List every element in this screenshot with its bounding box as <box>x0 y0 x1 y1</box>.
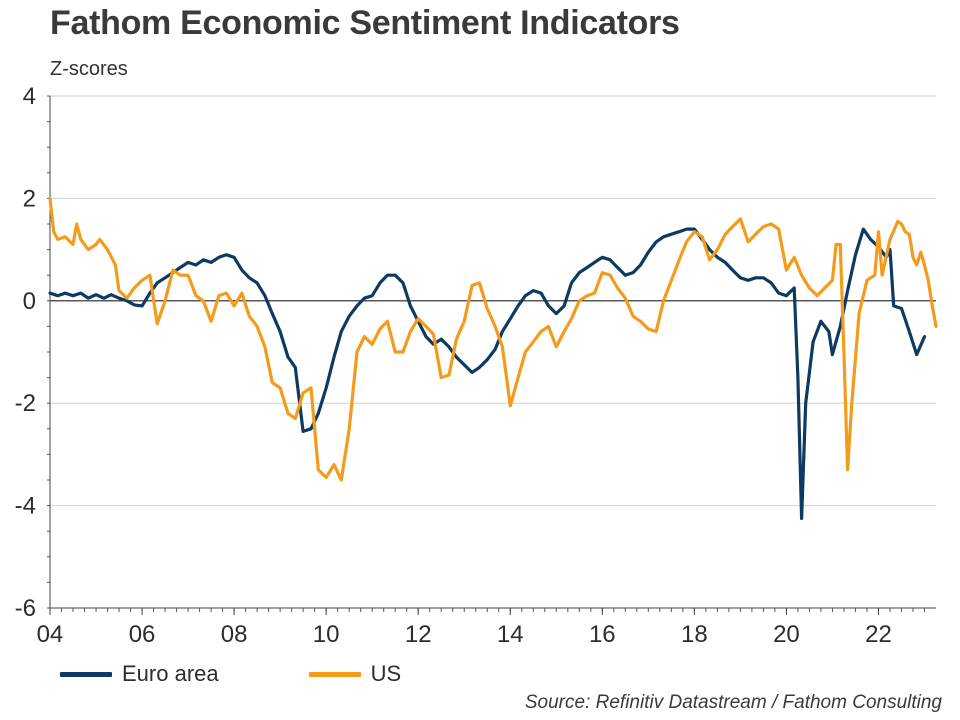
legend-item-euro-area: Euro area <box>60 661 219 687</box>
x-tick-label-14: 14 <box>497 621 524 648</box>
legend-swatch-us <box>308 671 361 677</box>
y-tick-label-2: 2 <box>23 185 36 212</box>
x-tick-label-16: 16 <box>589 621 616 648</box>
chart-subtitle: Z-scores <box>50 58 128 80</box>
source-note: Source: Refinitiv Datastream / Fathom Co… <box>524 692 942 713</box>
y-tick-label-0: 0 <box>23 288 36 315</box>
legend-item-us: US <box>308 661 402 687</box>
x-tick-label-22: 22 <box>865 621 892 648</box>
x-tick-label-12: 12 <box>405 621 432 648</box>
series-line-euro-area <box>48 227 927 520</box>
x-tick-label-20: 20 <box>773 621 800 648</box>
x-tick-label-18: 18 <box>681 621 708 648</box>
x-tick-label-04: 04 <box>37 621 64 648</box>
legend: Euro area US <box>60 660 491 688</box>
chart-title: Fathom Economic Sentiment Indicators <box>50 4 680 42</box>
y-tick-label-minus-4: -4 <box>15 493 36 520</box>
y-tick-label-minus-2: -2 <box>15 390 36 417</box>
x-tick-label-10: 10 <box>313 621 340 648</box>
series-line-us <box>48 196 938 482</box>
legend-label-euro-area: Euro area <box>122 661 219 686</box>
legend-label-us: US <box>370 661 402 686</box>
x-tick-label-08: 08 <box>221 621 248 648</box>
x-tick-label-06: 06 <box>129 621 156 648</box>
y-tick-label-minus-6: -6 <box>15 595 36 622</box>
legend-swatch-euro-area <box>60 671 112 677</box>
series-lines <box>48 196 938 520</box>
axes: 420-2-4-604 06 08 10 12 14 16 18 20 22 <box>15 83 936 648</box>
y-tick-label-4: 4 <box>23 83 36 110</box>
